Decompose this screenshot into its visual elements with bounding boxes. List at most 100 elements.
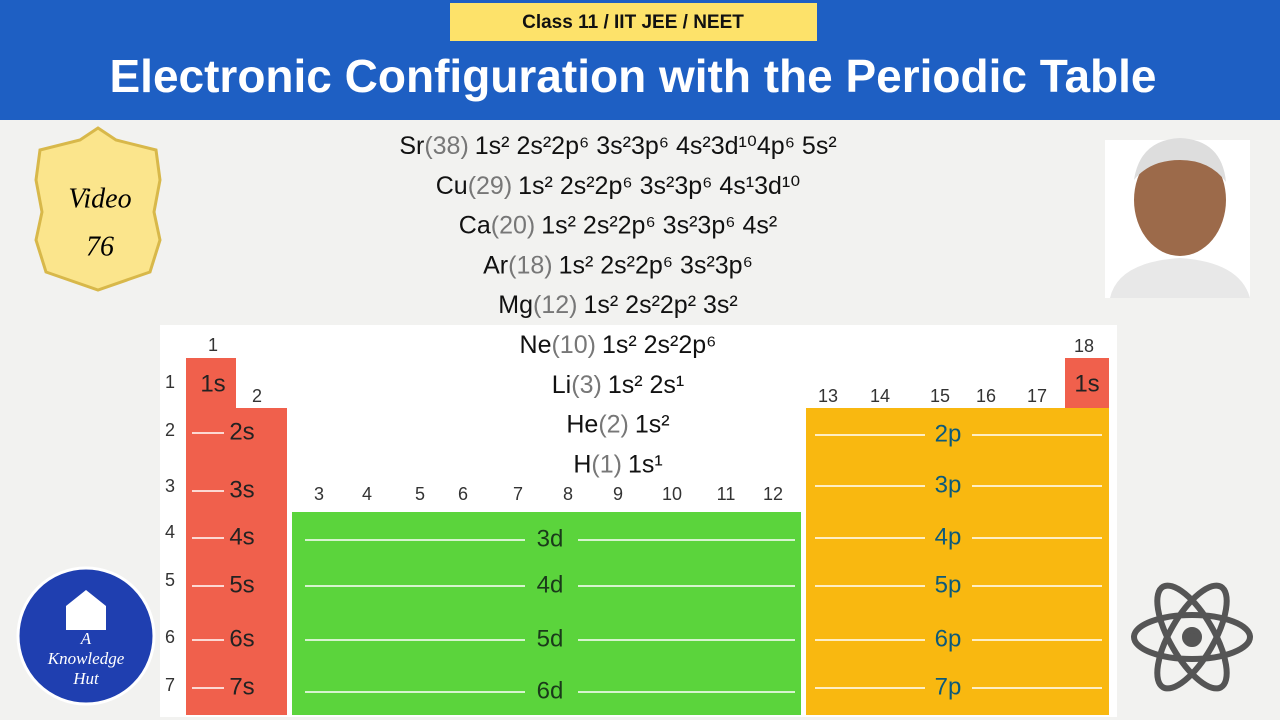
header-badge: [450, 3, 817, 41]
atomic-number: (29): [468, 171, 512, 199]
group-number: 8: [563, 484, 573, 504]
configuration-line: He(2) 1s²: [566, 410, 669, 438]
period-number: 7: [165, 675, 175, 695]
s-label: 7s: [229, 673, 254, 700]
atomic-number: (1): [591, 450, 622, 478]
p-block: [806, 408, 1109, 715]
configuration: 1s¹: [628, 450, 663, 478]
group-number: 18: [1074, 336, 1094, 356]
group-number: 6: [458, 484, 468, 504]
d-label: 3d: [537, 525, 564, 552]
d-label: 6d: [537, 677, 564, 704]
s-block: [186, 358, 236, 715]
group-number: 12: [763, 484, 783, 504]
period-number: 5: [165, 570, 175, 590]
configuration: 1s² 2s²2p⁶ 3s²3p⁶ 4s²3d¹⁰4p⁶ 5s²: [475, 132, 837, 160]
group-number: 16: [976, 386, 996, 406]
helium-cell: [1065, 358, 1109, 408]
p-label: 4p: [935, 523, 962, 550]
group-number: 15: [930, 386, 950, 406]
element-symbol: Ca: [459, 211, 491, 239]
d-label: 4d: [537, 571, 564, 598]
configuration: 1s²: [635, 410, 670, 438]
d-block: [292, 512, 801, 715]
helium-label: 1s: [1074, 370, 1099, 397]
group-number: 10: [662, 484, 682, 504]
period-number: 4: [165, 522, 175, 542]
configuration-line: Sr(38) 1s² 2s²2p⁶ 3s²3p⁶ 4s²3d¹⁰4p⁶ 5s²: [399, 132, 836, 160]
group-number: 3: [314, 484, 324, 504]
video-label: Video: [68, 183, 131, 214]
group-number: 14: [870, 386, 890, 406]
group-number: 11: [717, 484, 736, 504]
configuration-line: Ne(10) 1s² 2s²2p⁶: [520, 331, 717, 359]
element-symbol: Mg: [498, 291, 533, 319]
s-label: 2s: [229, 418, 254, 445]
s-label: 1s: [200, 370, 225, 397]
element-symbol: Sr: [399, 132, 424, 160]
configurations: Sr(38) 1s² 2s²2p⁶ 3s²3p⁶ 4s²3d¹⁰4p⁶ 5s²Cu…: [399, 132, 836, 478]
logo-text: Knowledge: [47, 649, 125, 668]
logo-house: [66, 590, 106, 630]
configuration-line: Cu(29) 1s² 2s²2p⁶ 3s²3p⁶ 4s¹3d¹⁰: [436, 171, 801, 199]
element-symbol: Ne: [520, 331, 552, 359]
p-label: 7p: [935, 673, 962, 700]
p-label: 2p: [935, 420, 962, 447]
logo: [16, 566, 156, 706]
group-number: 13: [818, 386, 838, 406]
configuration: 1s² 2s²2p⁶ 3s²3p⁶ 4s¹3d¹⁰: [518, 171, 800, 199]
group-number: 17: [1027, 386, 1047, 406]
configuration: 1s² 2s²2p⁶: [602, 331, 717, 359]
atomic-number: (18): [508, 251, 552, 279]
element-symbol: Li: [552, 370, 571, 398]
d-label: 5d: [537, 625, 564, 652]
s-block: [236, 408, 287, 715]
video-number: 76: [86, 231, 114, 262]
p-label: 6p: [935, 625, 962, 652]
group-number: 7: [513, 484, 523, 504]
element-symbol: He: [566, 410, 598, 438]
configuration-line: H(1) 1s¹: [573, 450, 662, 478]
s-label: 6s: [229, 625, 254, 652]
configuration: 1s² 2s¹: [608, 370, 684, 398]
presenter-photo: [1105, 138, 1250, 298]
group-number: 5: [415, 484, 425, 504]
group-number: 9: [613, 484, 623, 504]
atomic-number: (10): [551, 331, 595, 359]
logo-text: Hut: [72, 669, 100, 688]
badge-text: Class 11 / IIT JEE / NEET: [522, 12, 744, 33]
s-label: 4s: [229, 523, 254, 550]
atomic-number: (20): [491, 211, 535, 239]
s-label: 3s: [229, 476, 254, 503]
period-number: 3: [165, 476, 175, 496]
atomic-number: (2): [598, 410, 629, 438]
configuration-line: Mg(12) 1s² 2s²2p² 3s²: [498, 291, 737, 319]
group-number: 4: [362, 484, 372, 504]
title: Electronic Configuration with the Period…: [109, 50, 1156, 102]
element-symbol: Cu: [436, 171, 468, 199]
period-number: 1: [165, 372, 175, 392]
configuration: 1s² 2s²2p⁶ 3s²3p⁶: [559, 251, 753, 279]
element-symbol: Ar: [483, 251, 508, 279]
atomic-number: (12): [533, 291, 577, 319]
period-number: 2: [165, 420, 175, 440]
atom-icon: [1131, 582, 1253, 692]
configuration-line: Li(3) 1s² 2s¹: [552, 370, 684, 398]
configuration-line: Ar(18) 1s² 2s²2p⁶ 3s²3p⁶: [483, 251, 753, 279]
video-badge: [34, 126, 162, 292]
group-number: 2: [252, 386, 262, 406]
atomic-number: (38): [424, 132, 468, 160]
logo-text: A: [80, 629, 92, 648]
p-label: 5p: [935, 571, 962, 598]
configuration: 1s² 2s²2p⁶ 3s²3p⁶ 4s²: [541, 211, 777, 239]
p-label: 3p: [935, 471, 962, 498]
element-symbol: H: [573, 450, 591, 478]
configuration: 1s² 2s²2p² 3s²: [583, 291, 737, 319]
s-label: 5s: [229, 571, 254, 598]
period-number: 6: [165, 627, 175, 647]
group-number: 1: [208, 335, 218, 355]
atomic-number: (3): [571, 370, 602, 398]
configuration-line: Ca(20) 1s² 2s²2p⁶ 3s²3p⁶ 4s²: [459, 211, 777, 239]
